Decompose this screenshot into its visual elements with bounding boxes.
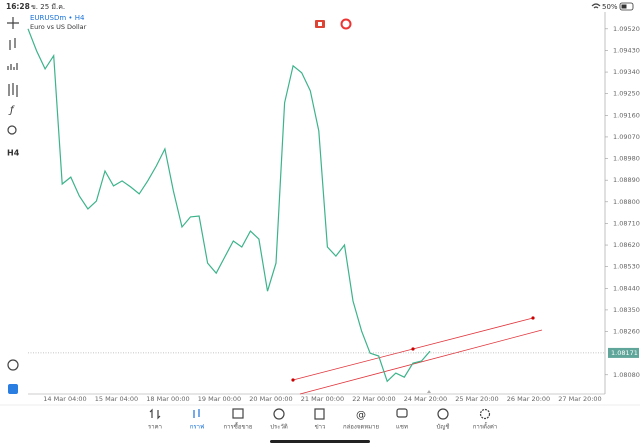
- tab-trade[interactable]: การซื้อขาย: [224, 408, 253, 431]
- y-tick-label: 1.08620: [613, 241, 640, 249]
- tab-label: กล่องจดหมาย: [343, 424, 379, 431]
- x-tick-label: 20 Mar 00:00: [249, 395, 292, 403]
- status-time: 16:28: [6, 2, 30, 11]
- x-tick-label: 15 Mar 04:00: [95, 395, 138, 403]
- mail-icon: @: [356, 410, 366, 421]
- tab-settings[interactable]: การตั้งค่า: [473, 408, 497, 431]
- x-tick-label: 27 Mar 20:00: [558, 395, 601, 403]
- tab-label: ราคา: [148, 424, 162, 431]
- y-tick-label: 1.09340: [613, 68, 640, 76]
- x-tick-label: 22 Mar 00:00: [352, 395, 395, 403]
- timeframe-button[interactable]: H4: [7, 149, 20, 158]
- x-tick-label: 25 Mar 20:00: [455, 395, 498, 403]
- x-tick-label: 18 Mar 00:00: [146, 395, 189, 403]
- tab-bar: ราคา กราฟ การซื้อขาย ประวัติ ข่าว @ กล่อง…: [148, 408, 497, 431]
- indicators-tool[interactable]: [8, 83, 18, 97]
- y-tick-label: 1.08080: [613, 371, 640, 379]
- wifi-icon: [591, 3, 601, 9]
- battery-icon: [619, 2, 634, 11]
- channel-anchor[interactable]: [531, 316, 535, 320]
- objects-tool[interactable]: [7, 125, 17, 135]
- battery-text: 50%: [602, 3, 618, 11]
- channel-line: [299, 329, 543, 395]
- one-click-icon[interactable]: [340, 18, 352, 30]
- tab-label: แชท: [396, 424, 408, 431]
- current-price-label: 1.08171: [611, 349, 638, 357]
- tab-quotes[interactable]: ราคา: [148, 408, 162, 431]
- price-line: [27, 28, 431, 383]
- y-tick-label: 1.08260: [613, 328, 640, 336]
- time-marker: [427, 390, 431, 393]
- channel-anchor[interactable]: [411, 347, 415, 351]
- signal-button[interactable]: [7, 359, 19, 371]
- current-price-box: [608, 347, 639, 358]
- x-tick-label: 21 Mar 00:00: [301, 395, 344, 403]
- y-tick-label: 1.08530: [613, 263, 640, 271]
- tab-label: กราฟ: [190, 424, 204, 431]
- y-tick-label: 1.08350: [613, 306, 640, 314]
- y-tick-label: 1.09160: [613, 111, 640, 119]
- tab-mailbox[interactable]: @ กล่องจดหมาย: [343, 410, 379, 431]
- status-date: ข. 25 มี.ค.: [31, 3, 65, 11]
- tab-label: ข่าว: [315, 424, 326, 431]
- tab-label: การตั้งค่า: [473, 421, 497, 431]
- tab-label: การซื้อขาย: [224, 421, 253, 431]
- flag-icon-inner: [318, 22, 322, 26]
- y-tick-label: 1.08440: [613, 284, 640, 292]
- y-tick-label: 1.09520: [613, 25, 640, 33]
- chart-title: EURUSDm • H4: [30, 14, 85, 22]
- battery-level: [621, 4, 627, 9]
- x-tick-label: 19 Mar 00:00: [198, 395, 241, 403]
- tab-account[interactable]: บัญชี: [437, 408, 450, 431]
- x-tick-label: 14 Mar 04:00: [43, 395, 86, 403]
- y-tick-label: 1.09070: [613, 133, 640, 141]
- trade-button[interactable]: [8, 384, 18, 394]
- x-tick-label: 26 Mar 20:00: [507, 395, 550, 403]
- home-indicator: [270, 440, 370, 443]
- tab-chat[interactable]: แชท: [396, 408, 408, 431]
- chart-subtitle: Euro vs US Dollar: [30, 23, 87, 31]
- y-tick-label: 1.08890: [613, 176, 640, 184]
- left-toolbar: ƒ H4: [7, 17, 20, 394]
- tab-history[interactable]: ประวัติ: [270, 408, 288, 431]
- channel-anchor[interactable]: [291, 378, 295, 382]
- tab-label: ประวัติ: [270, 424, 288, 431]
- tab-label: บัญชี: [437, 423, 450, 431]
- y-tick-label: 1.09430: [613, 46, 640, 54]
- y-tick-label: 1.08800: [613, 198, 640, 206]
- function-tool[interactable]: ƒ: [8, 105, 15, 116]
- y-tick-label: 1.08710: [613, 219, 640, 227]
- y-tick-label: 1.09250: [613, 90, 640, 98]
- candles-tool[interactable]: [9, 38, 16, 50]
- trend-channel: [291, 316, 543, 395]
- tab-news[interactable]: ข่าว: [314, 408, 326, 431]
- x-tick-label: 24 Mar 20:00: [404, 395, 447, 403]
- crosshair-tool[interactable]: [7, 17, 19, 29]
- y-tick-label: 1.08980: [613, 155, 640, 163]
- bars-tool[interactable]: [7, 63, 18, 70]
- tab-chart[interactable]: กราฟ: [190, 409, 204, 431]
